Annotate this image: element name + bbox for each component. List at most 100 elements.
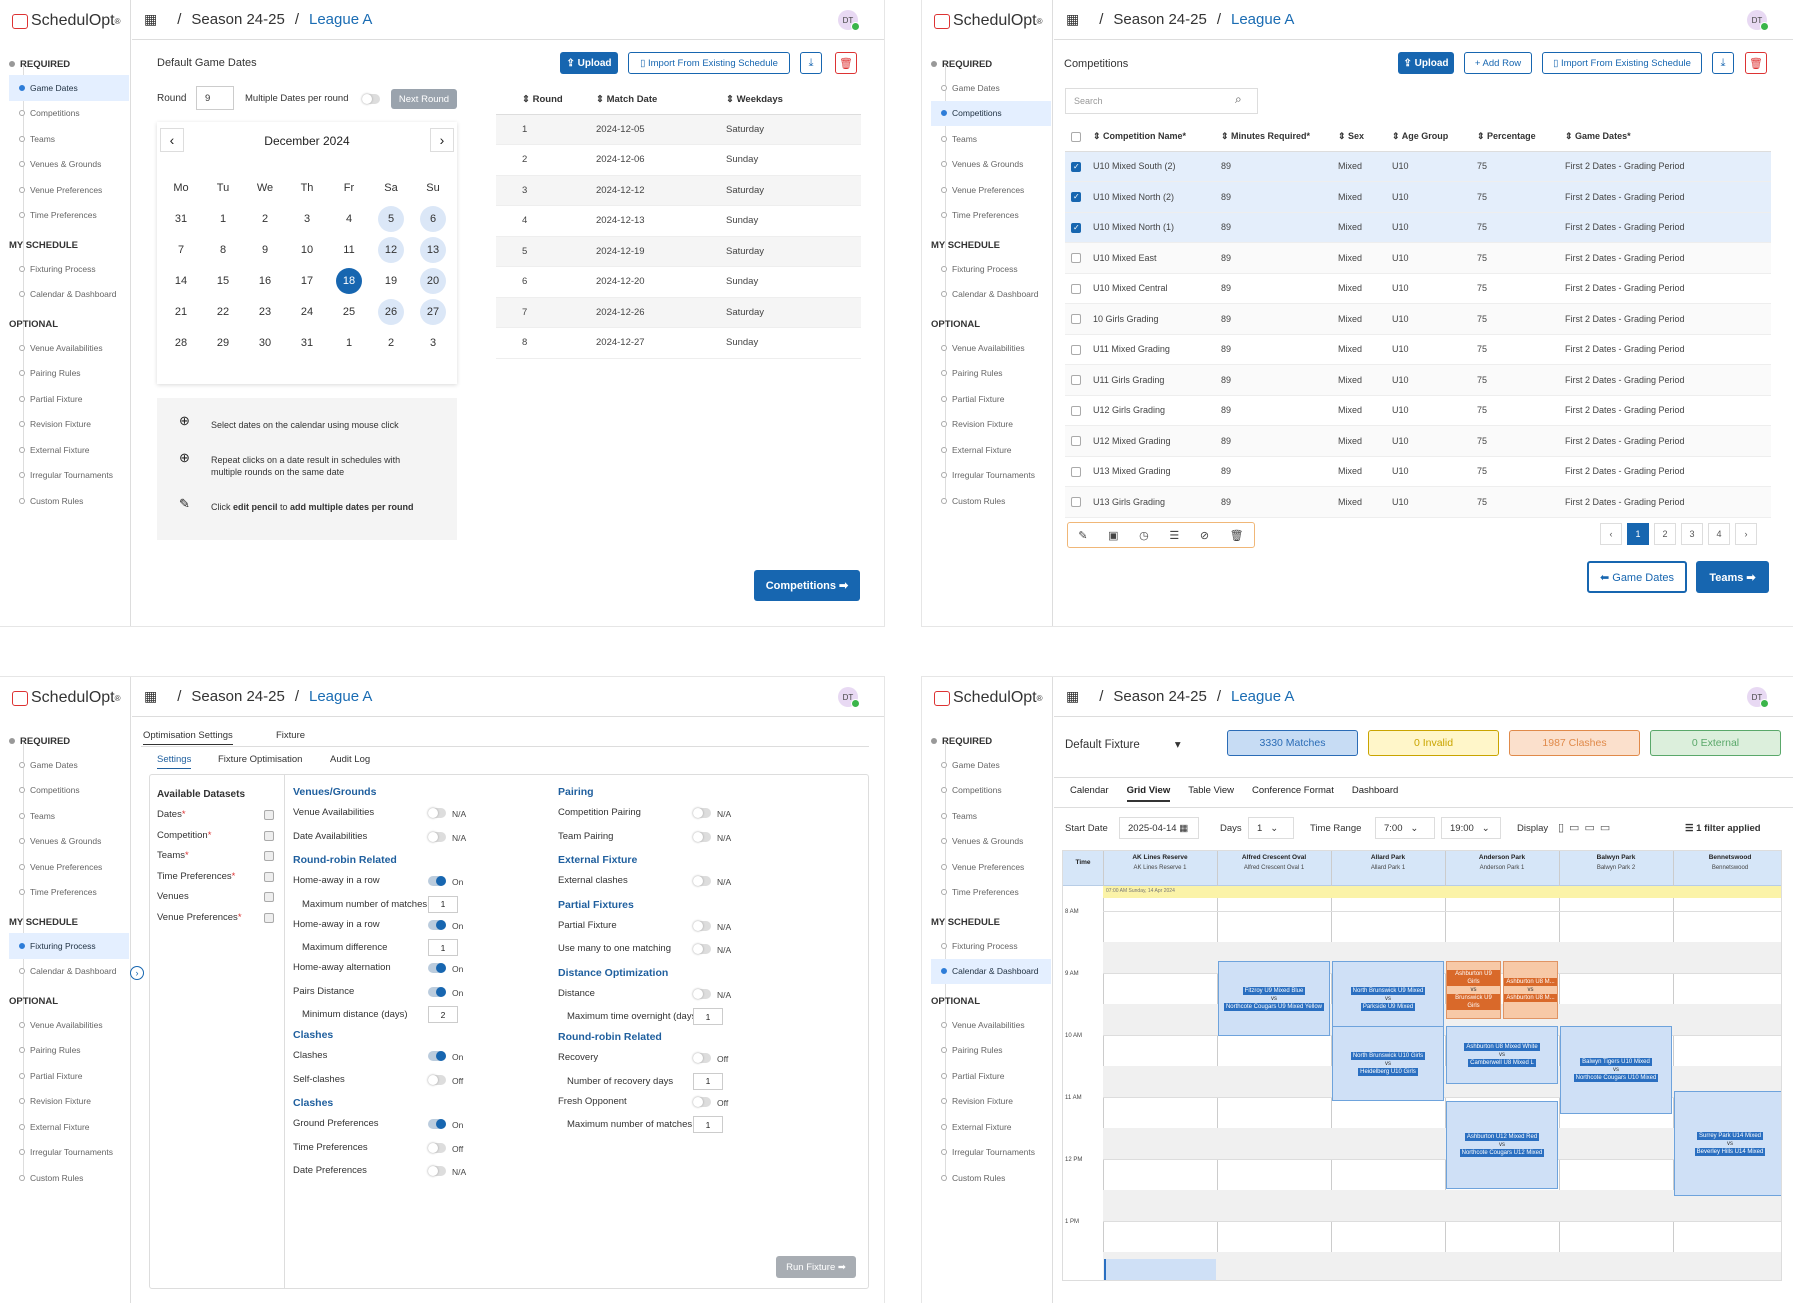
table-row[interactable]: 4 2024-12-13 Sunday (496, 205, 861, 237)
nav-venues-grounds[interactable]: Venues & Grounds (931, 152, 1051, 178)
tab-dashboard[interactable]: Dashboard (1351, 785, 1399, 796)
nav-game-dates[interactable]: Game Dates (9, 752, 129, 778)
teams-next-button[interactable]: Teams ➡ (1696, 561, 1769, 593)
nav-irregular-tournaments[interactable]: Irregular Tournaments (931, 1140, 1051, 1166)
nav-fixturing-process[interactable]: Fixturing Process (9, 933, 129, 959)
nav-partial-fixture[interactable]: Partial Fixture (9, 1063, 129, 1089)
dataset-checkbox[interactable] (264, 871, 274, 882)
stat-badge[interactable]: 0 External (1650, 730, 1781, 756)
nav-venue-availabilities[interactable]: Venue Availabilities (9, 335, 129, 361)
number-input[interactable]: 1 (693, 1116, 723, 1133)
nav-venues-grounds[interactable]: Venues & Grounds (931, 829, 1051, 855)
group-icon[interactable]: ▣ (1108, 529, 1119, 542)
filter-badge[interactable]: ☰ 1 filter applied (1685, 823, 1761, 834)
nav-custom-rules[interactable]: Custom Rules (931, 488, 1051, 514)
calendar-day[interactable]: 4 (345, 213, 353, 225)
setting-toggle[interactable] (428, 831, 446, 842)
match-cell[interactable]: North Brunswick U10 Girls vs Heidelberg U1… (1332, 1026, 1444, 1101)
row-checkbox[interactable] (1071, 192, 1081, 203)
nav-teams[interactable]: Teams (931, 803, 1051, 829)
download-icon[interactable]: ⤓ (800, 52, 822, 74)
row-checkbox[interactable] (1071, 283, 1081, 294)
setting-toggle[interactable] (428, 1051, 446, 1061)
number-input[interactable]: 1 (428, 895, 458, 913)
run-fixture-button[interactable]: Run Fixture ➡ (776, 1256, 856, 1278)
stat-badge[interactable]: 1987 Clashes (1509, 730, 1640, 756)
delete-icon[interactable]: 🗑 (835, 52, 857, 74)
tab-optimisation-settings[interactable]: Optimisation Settings (143, 730, 233, 745)
time-to-select[interactable]: 19:00 ⌄ (1441, 817, 1501, 839)
nav-time-preferences[interactable]: Time Preferences (9, 880, 129, 906)
calendar-day[interactable]: 26 (378, 299, 404, 325)
multi-dates-toggle[interactable] (362, 94, 380, 104)
match-cell[interactable]: Balwyn Tigers U10 Mixed vs Northcote Couga… (1560, 1026, 1672, 1114)
dataset-checkbox[interactable] (264, 830, 274, 841)
table-row[interactable]: 7 2024-12-26 Saturday (496, 297, 861, 328)
calendar-day[interactable]: 16 (258, 275, 272, 287)
nav-teams[interactable]: Teams (931, 126, 1051, 152)
calendar-day[interactable]: 1 (219, 213, 227, 225)
clock-icon[interactable]: ◷ (1139, 529, 1149, 542)
nav-revision-fixture[interactable]: Revision Fixture (931, 412, 1051, 438)
apps-grid-icon[interactable]: ▦ (144, 688, 157, 704)
avatar[interactable]: DT (838, 10, 860, 31)
add-row-button[interactable]: + Add Row (1464, 52, 1532, 74)
row-checkbox[interactable] (1071, 405, 1081, 416)
table-row[interactable]: 10 Girls Grading 89 Mixed U10 75 First 2 Date… (1065, 303, 1771, 335)
nav-venue-preferences[interactable]: Venue Preferences (9, 177, 129, 203)
row-checkbox[interactable] (1071, 314, 1081, 325)
hide-icon[interactable]: ⊘ (1199, 529, 1210, 542)
match-cell[interactable]: North Brunswick U9 Mixed vs Parkside U9 Mi… (1332, 961, 1444, 1036)
nav-competitions[interactable]: Competitions (931, 100, 1051, 126)
calendar-day[interactable]: 13 (420, 237, 446, 263)
stat-badge[interactable]: 3330 Matches (1227, 730, 1358, 756)
fixture-select[interactable]: Default Fixture ▾ (1065, 739, 1181, 751)
trash-icon[interactable]: 🗑 (1229, 529, 1244, 542)
nav-venue-preferences[interactable]: Venue Preferences (931, 177, 1051, 203)
calendar-day[interactable]: 25 (342, 306, 356, 318)
nav-revision-fixture[interactable]: Revision Fixture (931, 1089, 1051, 1115)
nav-revision-fixture[interactable]: Revision Fixture (9, 412, 129, 438)
match-cell[interactable]: Ashburton U12 Mixed Red vs Northcote Couga… (1446, 1101, 1558, 1189)
breadcrumb-league[interactable]: League A (1230, 688, 1295, 705)
nav-fixturing-process[interactable]: Fixturing Process (931, 256, 1051, 282)
table-row[interactable]: U12 Mixed Grading 89 Mixed U10 75 First 2 Dat… (1065, 425, 1771, 457)
setting-toggle[interactable] (428, 808, 446, 818)
match-cell[interactable]: Ashburton U8 Mixed White vs Camberwell U8 … (1446, 1026, 1558, 1084)
table-row[interactable]: U11 Mixed Grading 89 Mixed U10 75 First 2 Dat… (1065, 334, 1771, 365)
game-dates-back-button[interactable]: ⬅ Game Dates (1587, 561, 1687, 593)
nav-external-fixture[interactable]: External Fixture (9, 437, 129, 463)
match-cell[interactable]: Surrey Park U14 Mixed vs Beverley Hills U1… (1674, 1091, 1781, 1196)
calendar-day[interactable]: 12 (378, 237, 404, 263)
breadcrumb-season[interactable]: Season 24-25 (1113, 11, 1207, 28)
breadcrumb-league[interactable]: League A (308, 11, 373, 28)
breadcrumb-league[interactable]: League A (308, 688, 373, 705)
page-button[interactable]: 2 (1654, 523, 1676, 545)
match-cell[interactable]: Ashburton U8 M... vs Ashburton U8 M... (1503, 961, 1558, 1019)
nav-fixturing-process[interactable]: Fixturing Process (931, 933, 1051, 959)
nav-calendar-dashboard[interactable]: Calendar & Dashboard (9, 959, 129, 985)
calendar-day[interactable]: 23 (258, 306, 272, 318)
match-cell[interactable]: Fitzroy U9 Mixed Blue vs Northcote Cougars… (1218, 961, 1330, 1036)
table-row[interactable]: 1 2024-12-05 Saturday (496, 114, 861, 145)
table-row[interactable]: 2 2024-12-06 Sunday (496, 144, 861, 176)
calendar-day[interactable]: 20 (420, 268, 446, 294)
competitions-next-button[interactable]: Competitions ➡ (754, 570, 860, 601)
calendar-day[interactable]: 2 (387, 337, 395, 349)
number-input[interactable]: 2 (428, 1006, 458, 1023)
subtab-audit-log[interactable]: Audit Log (330, 754, 371, 765)
nav-teams[interactable]: Teams (9, 803, 129, 829)
start-date-input[interactable]: 2025-04-14 ▦ (1119, 817, 1199, 839)
nav-game-dates[interactable]: Game Dates (931, 752, 1051, 778)
breadcrumb-league[interactable]: League A (1230, 11, 1295, 28)
calendar-day[interactable]: 18 (336, 268, 362, 294)
nav-calendar-dashboard[interactable]: Calendar & Dashboard (9, 282, 129, 308)
tab-fixture[interactable]: Fixture (276, 730, 306, 741)
nav-competitions[interactable]: Competitions (9, 778, 129, 804)
nav-external-fixture[interactable]: External Fixture (9, 1114, 129, 1140)
page-button[interactable]: › (1735, 523, 1757, 545)
prev-month-icon[interactable]: ‹ (160, 128, 184, 152)
dataset-checkbox[interactable] (264, 851, 274, 861)
